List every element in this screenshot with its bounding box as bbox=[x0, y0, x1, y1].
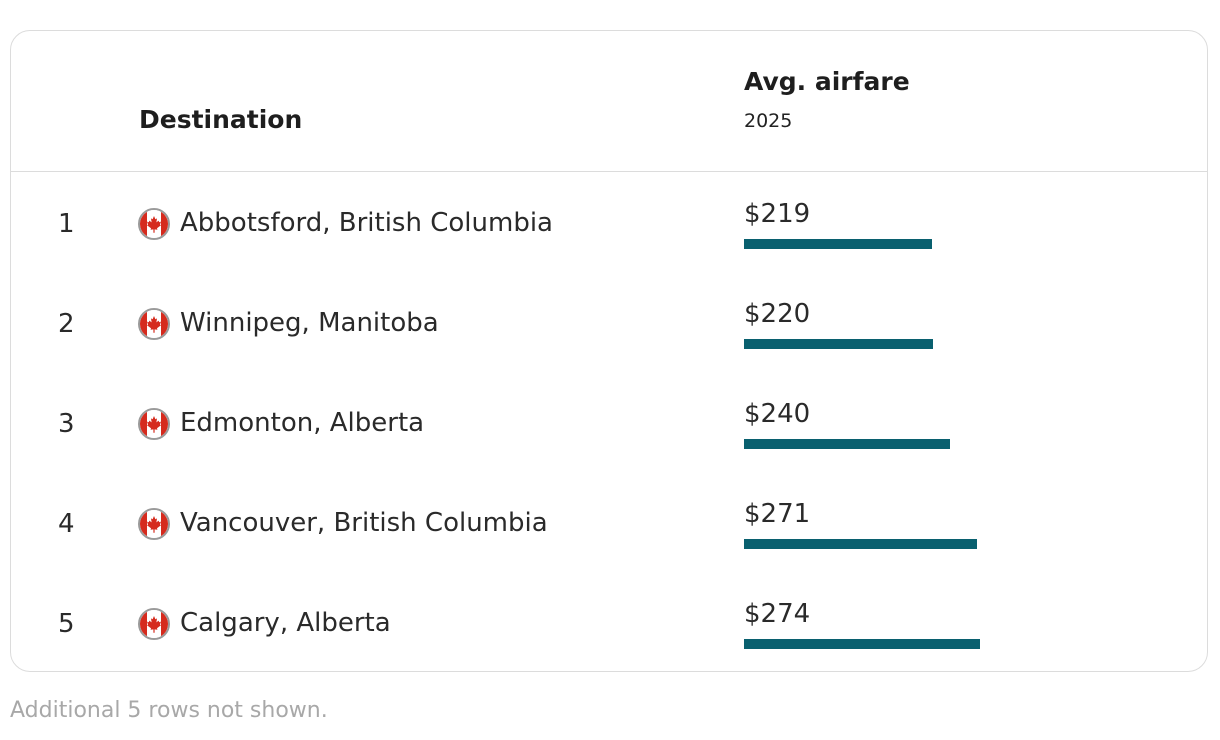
table-header: Destination Avg. airfare 2025 bbox=[11, 31, 1207, 172]
airfare-bar bbox=[744, 639, 980, 649]
destination-name: Winnipeg, Manitoba bbox=[180, 308, 439, 338]
destination-name: Vancouver, British Columbia bbox=[180, 508, 548, 538]
table-row: 3 Edmonton, Alberta $240 bbox=[11, 372, 1207, 472]
rank-number: 3 bbox=[58, 409, 75, 439]
canada-flag-icon bbox=[138, 208, 170, 240]
canada-flag-icon bbox=[138, 408, 170, 440]
avg-airfare-year-label: 2025 bbox=[744, 110, 793, 132]
airfare-value-label: $240 bbox=[744, 399, 811, 429]
table-body: 1 Abbotsford, British Columbia $219 2 Winnip… bbox=[11, 172, 1207, 672]
airfare-bar bbox=[744, 539, 978, 549]
destination-name: Calgary, Alberta bbox=[180, 608, 391, 638]
airfare-bar bbox=[744, 339, 934, 349]
table-row: 2 Winnipeg, Manitoba $220 bbox=[11, 272, 1207, 372]
rank-number: 5 bbox=[58, 609, 75, 639]
canada-flag-icon bbox=[138, 608, 170, 640]
rank-number: 2 bbox=[58, 309, 75, 339]
canada-flag-icon bbox=[138, 508, 170, 540]
footnote: Additional 5 rows not shown. bbox=[10, 698, 328, 723]
rank-number: 1 bbox=[58, 209, 75, 239]
canada-flag-icon bbox=[138, 308, 170, 340]
table-row: 5 Calgary, Alberta $274 bbox=[11, 572, 1207, 672]
airfare-value-label: $271 bbox=[744, 499, 811, 529]
airfare-value-label: $274 bbox=[744, 599, 811, 629]
table-row: 4 Vancouver, British Columbia $271 bbox=[11, 472, 1207, 572]
destination-column-header: Destination bbox=[139, 105, 303, 134]
airfare-value-label: $220 bbox=[744, 299, 811, 329]
destination-name: Abbotsford, British Columbia bbox=[180, 208, 553, 238]
airfare-bar bbox=[744, 439, 951, 449]
airfare-bar bbox=[744, 239, 933, 249]
airfare-value-label: $219 bbox=[744, 199, 811, 229]
table-row: 1 Abbotsford, British Columbia $219 bbox=[11, 172, 1207, 272]
ranking-table-card: Destination Avg. airfare 2025 1 Abbotsfor… bbox=[10, 30, 1208, 672]
rank-number: 4 bbox=[58, 509, 75, 539]
avg-airfare-column-header: Avg. airfare bbox=[744, 67, 910, 96]
destination-name: Edmonton, Alberta bbox=[180, 408, 425, 438]
